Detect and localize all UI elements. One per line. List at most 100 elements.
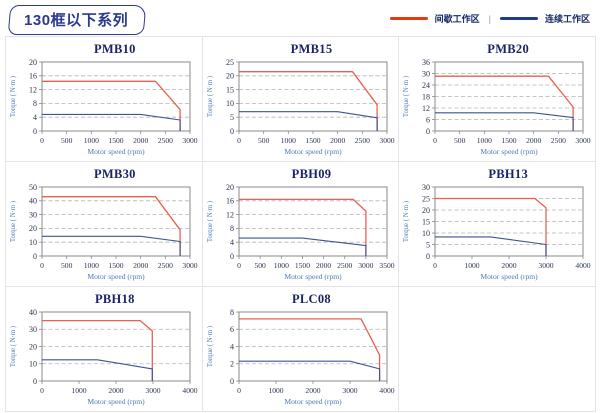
svg-text:0: 0 xyxy=(33,377,37,386)
y-axis-label: Torque ( N·m ) xyxy=(207,76,214,117)
svg-text:3000: 3000 xyxy=(539,261,554,270)
intermittent-legend-label: 间歇工作区 xyxy=(434,14,480,24)
intermittent-line-swatch xyxy=(389,17,428,20)
svg-text:30: 30 xyxy=(29,210,37,219)
chart-title: PBH09 xyxy=(291,167,332,181)
svg-text:30: 30 xyxy=(422,183,430,192)
intermittent-zone-line xyxy=(435,75,575,131)
svg-text:0: 0 xyxy=(426,252,430,261)
svg-text:20: 20 xyxy=(226,72,234,81)
svg-text:0: 0 xyxy=(426,127,430,136)
svg-text:500: 500 xyxy=(258,136,270,145)
svg-text:0: 0 xyxy=(40,386,44,395)
svg-text:1000: 1000 xyxy=(465,261,480,270)
svg-text:4000: 4000 xyxy=(379,386,394,395)
chart-title: PMB20 xyxy=(487,42,530,56)
y-axis-label: Torque ( N·m ) xyxy=(403,76,410,117)
svg-text:36: 36 xyxy=(422,58,430,67)
chart-plot-pbh13: 0 5 10 15 20 25 30 0 1000 2000 3000 4000 Motor speed… xyxy=(403,183,591,281)
svg-text:30: 30 xyxy=(422,69,430,78)
chart-cell-pmb30: PMB30 0 10 20 30 40 50 0 500 1000 1500 2000 2500 300… xyxy=(6,162,203,287)
svg-text:0: 0 xyxy=(40,136,44,145)
svg-text:6: 6 xyxy=(426,115,430,124)
svg-text:10: 10 xyxy=(226,99,234,108)
svg-text:3000: 3000 xyxy=(145,386,160,395)
x-axis-label: Motor speed (rpm) xyxy=(284,272,342,281)
svg-text:3000: 3000 xyxy=(576,136,591,145)
chart-cell-pmb20: PMB20 0 6 12 18 24 30 36 0 500 1000 1500 2000 2500 30… xyxy=(399,37,596,162)
svg-text:3000: 3000 xyxy=(182,261,197,270)
svg-text:8: 8 xyxy=(230,308,234,317)
svg-text:2000: 2000 xyxy=(526,136,541,145)
svg-text:1000: 1000 xyxy=(280,136,295,145)
continuous-zone-line xyxy=(435,236,547,256)
svg-text:3500: 3500 xyxy=(379,261,394,270)
intermittent-zone-line xyxy=(42,319,153,381)
svg-text:0: 0 xyxy=(433,261,437,270)
x-axis-label: Motor speed (rpm) xyxy=(87,397,145,406)
y-axis-label: Torque ( N·m ) xyxy=(10,326,17,367)
svg-text:0: 0 xyxy=(237,136,241,145)
svg-text:50: 50 xyxy=(29,183,37,192)
svg-text:4: 4 xyxy=(230,238,234,247)
chart-title: PBH18 xyxy=(94,292,135,306)
svg-text:15: 15 xyxy=(422,217,430,226)
intermittent-zone-line xyxy=(238,318,380,381)
svg-text:2000: 2000 xyxy=(330,136,345,145)
svg-text:1000: 1000 xyxy=(477,136,492,145)
svg-text:1000: 1000 xyxy=(84,136,99,145)
empty-cell xyxy=(399,287,596,412)
chart-grid: PMB10 0 4 8 12 16 20 0 500 1000 1500 2000 2500 3000 M… xyxy=(5,36,596,412)
svg-text:1000: 1000 xyxy=(273,261,288,270)
svg-text:2000: 2000 xyxy=(316,261,331,270)
svg-text:20: 20 xyxy=(29,342,37,351)
svg-text:8: 8 xyxy=(33,99,37,108)
svg-text:4: 4 xyxy=(33,113,37,122)
svg-text:0: 0 xyxy=(433,136,437,145)
chart-plot-pmb10: 0 4 8 12 16 20 0 500 1000 1500 2000 2500 3000 Motor s… xyxy=(10,58,198,156)
x-axis-label: Motor speed (rpm) xyxy=(481,272,539,281)
svg-text:20: 20 xyxy=(29,224,37,233)
svg-text:2: 2 xyxy=(230,360,234,369)
svg-text:12: 12 xyxy=(29,85,37,94)
continuous-zone-line xyxy=(238,237,367,256)
svg-text:2000: 2000 xyxy=(133,261,148,270)
svg-text:10: 10 xyxy=(29,238,37,247)
svg-text:0: 0 xyxy=(237,386,241,395)
chart-cell-pbh13: PBH13 0 5 10 15 20 25 30 0 1000 2000 3000 4000 Motor… xyxy=(399,162,596,287)
chart-title: PMB30 xyxy=(93,167,136,181)
y-axis-label: Torque ( N·m ) xyxy=(10,201,17,242)
svg-text:3000: 3000 xyxy=(342,386,357,395)
chart-plot-pbh09: 0 4 8 12 16 20 0 500 1000 1500 2000 2500 3000 3500 Mot… xyxy=(207,183,395,281)
svg-text:2000: 2000 xyxy=(502,261,517,270)
svg-text:3000: 3000 xyxy=(358,261,373,270)
svg-text:2000: 2000 xyxy=(133,136,148,145)
chart-cell-pbh18: PBH18 0 10 20 30 40 0 1000 2000 3000 4000 Motor sp… xyxy=(6,287,203,412)
intermittent-zone-line xyxy=(42,80,181,131)
continuous-zone-line xyxy=(42,113,181,131)
svg-text:1500: 1500 xyxy=(108,261,123,270)
svg-text:0: 0 xyxy=(33,127,37,136)
chart-cell-plc08: PLC08 0 2 4 6 8 0 1000 2000 3000 4000 Motor speed … xyxy=(202,287,400,412)
continuous-zone-line xyxy=(42,235,181,256)
svg-text:2500: 2500 xyxy=(158,261,173,270)
svg-text:16: 16 xyxy=(226,197,234,206)
svg-text:500: 500 xyxy=(454,136,466,145)
page-title-box: 130框以下系列 xyxy=(7,5,147,35)
svg-text:2500: 2500 xyxy=(551,136,566,145)
chart-title: PLC08 xyxy=(291,292,331,306)
svg-text:1500: 1500 xyxy=(502,136,517,145)
svg-text:20: 20 xyxy=(422,206,430,215)
svg-text:0: 0 xyxy=(40,261,44,270)
continuous-legend-label: 连续工作区 xyxy=(544,14,590,24)
svg-text:15: 15 xyxy=(226,85,234,94)
chart-cell-pbh09: PBH09 0 4 8 12 16 20 0 500 1000 1500 2000 2500 3000 3… xyxy=(202,162,400,287)
chart-title: PMB10 xyxy=(93,42,136,56)
chart-title: PMB15 xyxy=(290,42,333,56)
svg-text:8: 8 xyxy=(230,224,234,233)
svg-text:30: 30 xyxy=(29,325,37,334)
y-axis-label: Torque ( N·m ) xyxy=(207,326,214,367)
svg-text:4000: 4000 xyxy=(182,386,197,395)
y-axis-label: Torque ( N·m ) xyxy=(207,201,214,242)
